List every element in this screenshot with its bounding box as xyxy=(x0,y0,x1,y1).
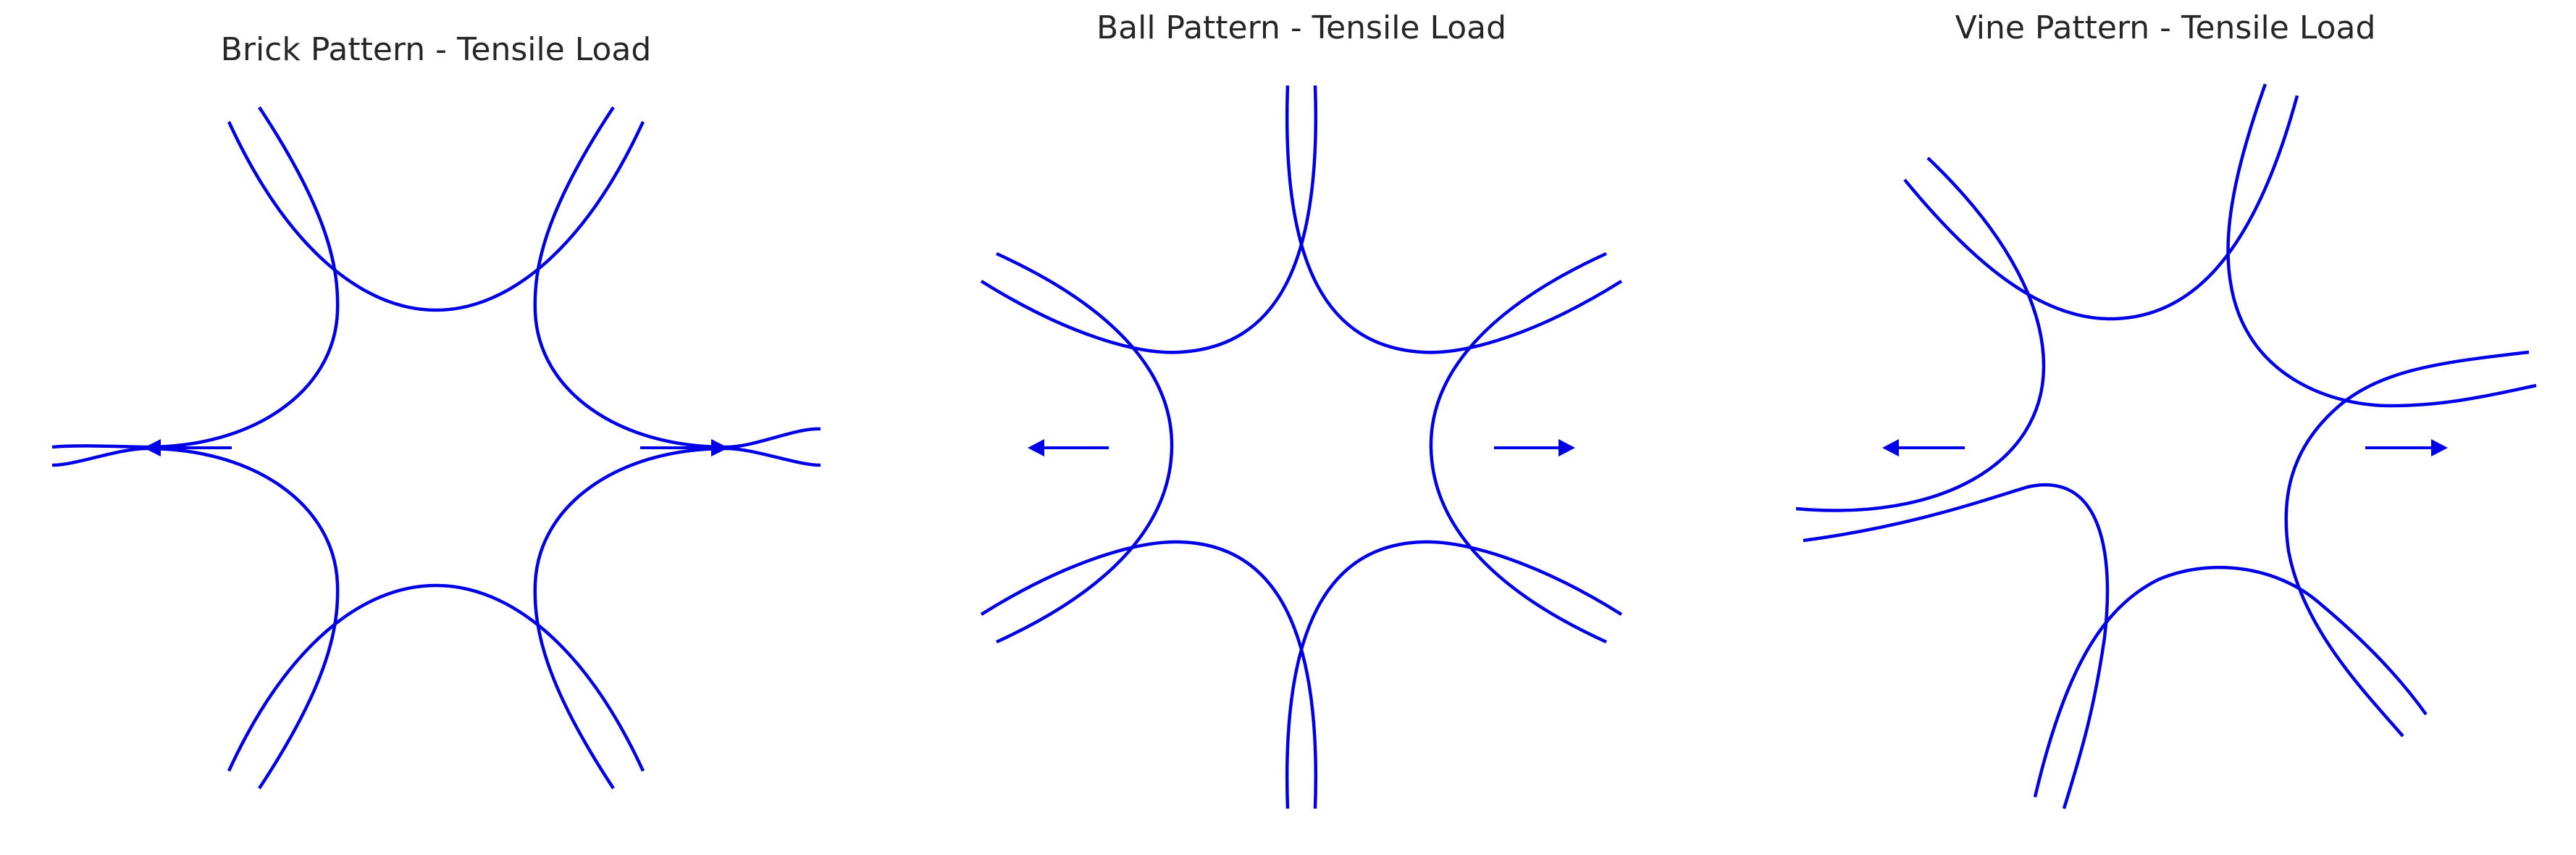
brick-curves xyxy=(51,106,821,790)
brick-curve-right-upper xyxy=(533,106,821,449)
ball-load-arrows xyxy=(1028,439,1575,456)
vine-curve-upper-right xyxy=(2226,83,2537,408)
ball-curve-left xyxy=(996,251,1174,644)
vine-curve-right xyxy=(2284,350,2530,738)
panel-ball: Ball Pattern - Tensile Load xyxy=(980,9,1623,809)
vine-curve-bottom xyxy=(2033,565,2428,798)
ball-arrow-left-head xyxy=(1028,439,1044,456)
vine-curve-top xyxy=(1903,95,2299,321)
brick-arrow-right xyxy=(640,439,729,456)
panel-brick: Brick Pattern - Tensile Load xyxy=(51,31,821,790)
brick-curve-left-lower xyxy=(51,446,340,790)
vine-arrow-left xyxy=(1882,439,1965,456)
brick-curve-left-upper xyxy=(51,106,340,449)
brick-arrow-right-head xyxy=(711,439,729,456)
ball-arrow-left xyxy=(1028,439,1109,456)
vine-load-arrows xyxy=(1882,439,2448,456)
panel-title-vine: Vine Pattern - Tensile Load xyxy=(1955,9,2376,46)
brick-arrow-left-head xyxy=(143,439,161,456)
brick-curve-right-lower xyxy=(533,446,821,790)
panel-vine: Vine Pattern - Tensile Load xyxy=(1795,9,2537,809)
brick-curve-top xyxy=(227,121,645,312)
ball-curve-upper-right xyxy=(1285,85,1623,354)
ball-curve-right xyxy=(1429,251,1607,644)
vine-arrow-right xyxy=(2365,439,2448,456)
ball-curve-upper-left xyxy=(980,85,1318,354)
ball-arrow-right-head xyxy=(1558,439,1575,456)
vine-curve-lower-left xyxy=(1803,483,2110,809)
vine-arrow-left-head xyxy=(1882,439,1899,456)
vine-arrow-right-head xyxy=(2431,439,2448,456)
vine-curves xyxy=(1795,83,2537,809)
vine-curve-upper-left xyxy=(1795,157,2046,512)
ball-arrow-right xyxy=(1494,439,1575,456)
brick-curve-bottom xyxy=(227,583,645,772)
panel-title-brick: Brick Pattern - Tensile Load xyxy=(221,31,652,68)
panel-title-ball: Ball Pattern - Tensile Load xyxy=(1096,9,1506,46)
brick-arrow-left xyxy=(143,439,232,456)
ball-curve-lower-left xyxy=(980,540,1318,809)
brick-load-arrows xyxy=(143,439,729,456)
ball-curve-lower-right xyxy=(1285,540,1623,809)
ball-curves xyxy=(980,85,1623,809)
